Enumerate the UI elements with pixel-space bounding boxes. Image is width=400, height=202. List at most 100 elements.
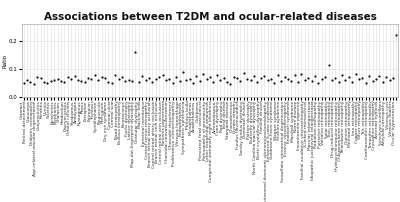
Point: [122, 79, 128, 82]
Point: [20, 81, 27, 84]
Point: [251, 74, 257, 77]
Point: [68, 78, 74, 81]
Point: [180, 71, 186, 74]
Point: [322, 75, 328, 78]
Point: [325, 63, 332, 66]
Point: [149, 80, 156, 83]
Point: [190, 82, 196, 85]
Point: [75, 79, 81, 82]
Point: [153, 77, 159, 80]
Point: [105, 80, 112, 83]
Y-axis label: Odds
Ratio: Odds Ratio: [0, 54, 8, 68]
Point: [61, 80, 68, 83]
Point: [173, 75, 179, 78]
Point: [332, 77, 338, 80]
Point: [271, 81, 278, 84]
Point: [98, 75, 105, 78]
Point: [166, 78, 172, 81]
Point: [302, 78, 308, 81]
Point: [359, 76, 366, 80]
Point: [170, 81, 176, 85]
Point: [112, 73, 118, 76]
Point: [274, 73, 281, 76]
Point: [129, 79, 135, 83]
Point: [234, 76, 240, 79]
Point: [380, 81, 386, 84]
Point: [288, 79, 294, 82]
Point: [217, 78, 223, 81]
Point: [156, 76, 162, 79]
Point: [393, 34, 400, 37]
Point: [376, 74, 382, 77]
Point: [58, 79, 64, 83]
Point: [163, 79, 169, 82]
Point: [227, 82, 234, 85]
Point: [373, 77, 379, 80]
Point: [278, 80, 284, 83]
Point: [200, 72, 206, 75]
Point: [342, 78, 349, 82]
Point: [241, 72, 247, 75]
Point: [295, 80, 301, 83]
Point: [78, 80, 84, 83]
Point: [48, 79, 54, 82]
Point: [369, 79, 376, 82]
Point: [146, 76, 152, 80]
Point: [264, 79, 271, 82]
Point: [142, 79, 149, 82]
Point: [352, 72, 359, 75]
Point: [220, 77, 227, 80]
Point: [204, 77, 210, 81]
Point: [92, 74, 98, 77]
Point: [71, 75, 78, 78]
Point: [108, 81, 115, 85]
Point: [115, 77, 122, 81]
Point: [308, 79, 315, 83]
Point: [197, 79, 203, 82]
Point: [224, 80, 230, 83]
Point: [207, 76, 213, 79]
Point: [139, 74, 146, 77]
Point: [349, 80, 356, 83]
Point: [31, 82, 37, 85]
Point: [64, 76, 71, 79]
Point: [41, 81, 47, 84]
Point: [186, 77, 193, 80]
Point: [363, 81, 369, 85]
Point: [193, 74, 200, 78]
Point: [261, 75, 267, 78]
Point: [386, 79, 393, 82]
Point: [268, 77, 274, 80]
Point: [24, 78, 30, 81]
Point: [383, 76, 389, 79]
Point: [305, 76, 312, 79]
Point: [254, 81, 261, 84]
Point: [258, 76, 264, 80]
Point: [210, 81, 216, 84]
Point: [44, 82, 51, 85]
Point: [82, 81, 88, 84]
Point: [136, 81, 142, 84]
Point: [248, 79, 254, 82]
Point: [292, 74, 298, 77]
Point: [119, 76, 125, 79]
Point: [159, 74, 166, 77]
Point: [390, 76, 396, 79]
Point: [38, 76, 44, 80]
Point: [214, 73, 220, 77]
Title: Associations between T2DM and ocular-related diseases: Associations between T2DM and ocular-rel…: [44, 12, 376, 22]
Point: [346, 76, 352, 79]
Point: [95, 79, 102, 82]
Point: [132, 50, 139, 54]
Point: [126, 78, 132, 81]
Point: [88, 77, 95, 80]
Point: [318, 77, 325, 81]
Point: [366, 75, 372, 78]
Point: [51, 78, 57, 82]
Point: [336, 81, 342, 84]
Point: [312, 74, 318, 78]
Point: [34, 75, 40, 78]
Point: [339, 74, 345, 77]
Point: [183, 78, 190, 82]
Point: [102, 77, 108, 80]
